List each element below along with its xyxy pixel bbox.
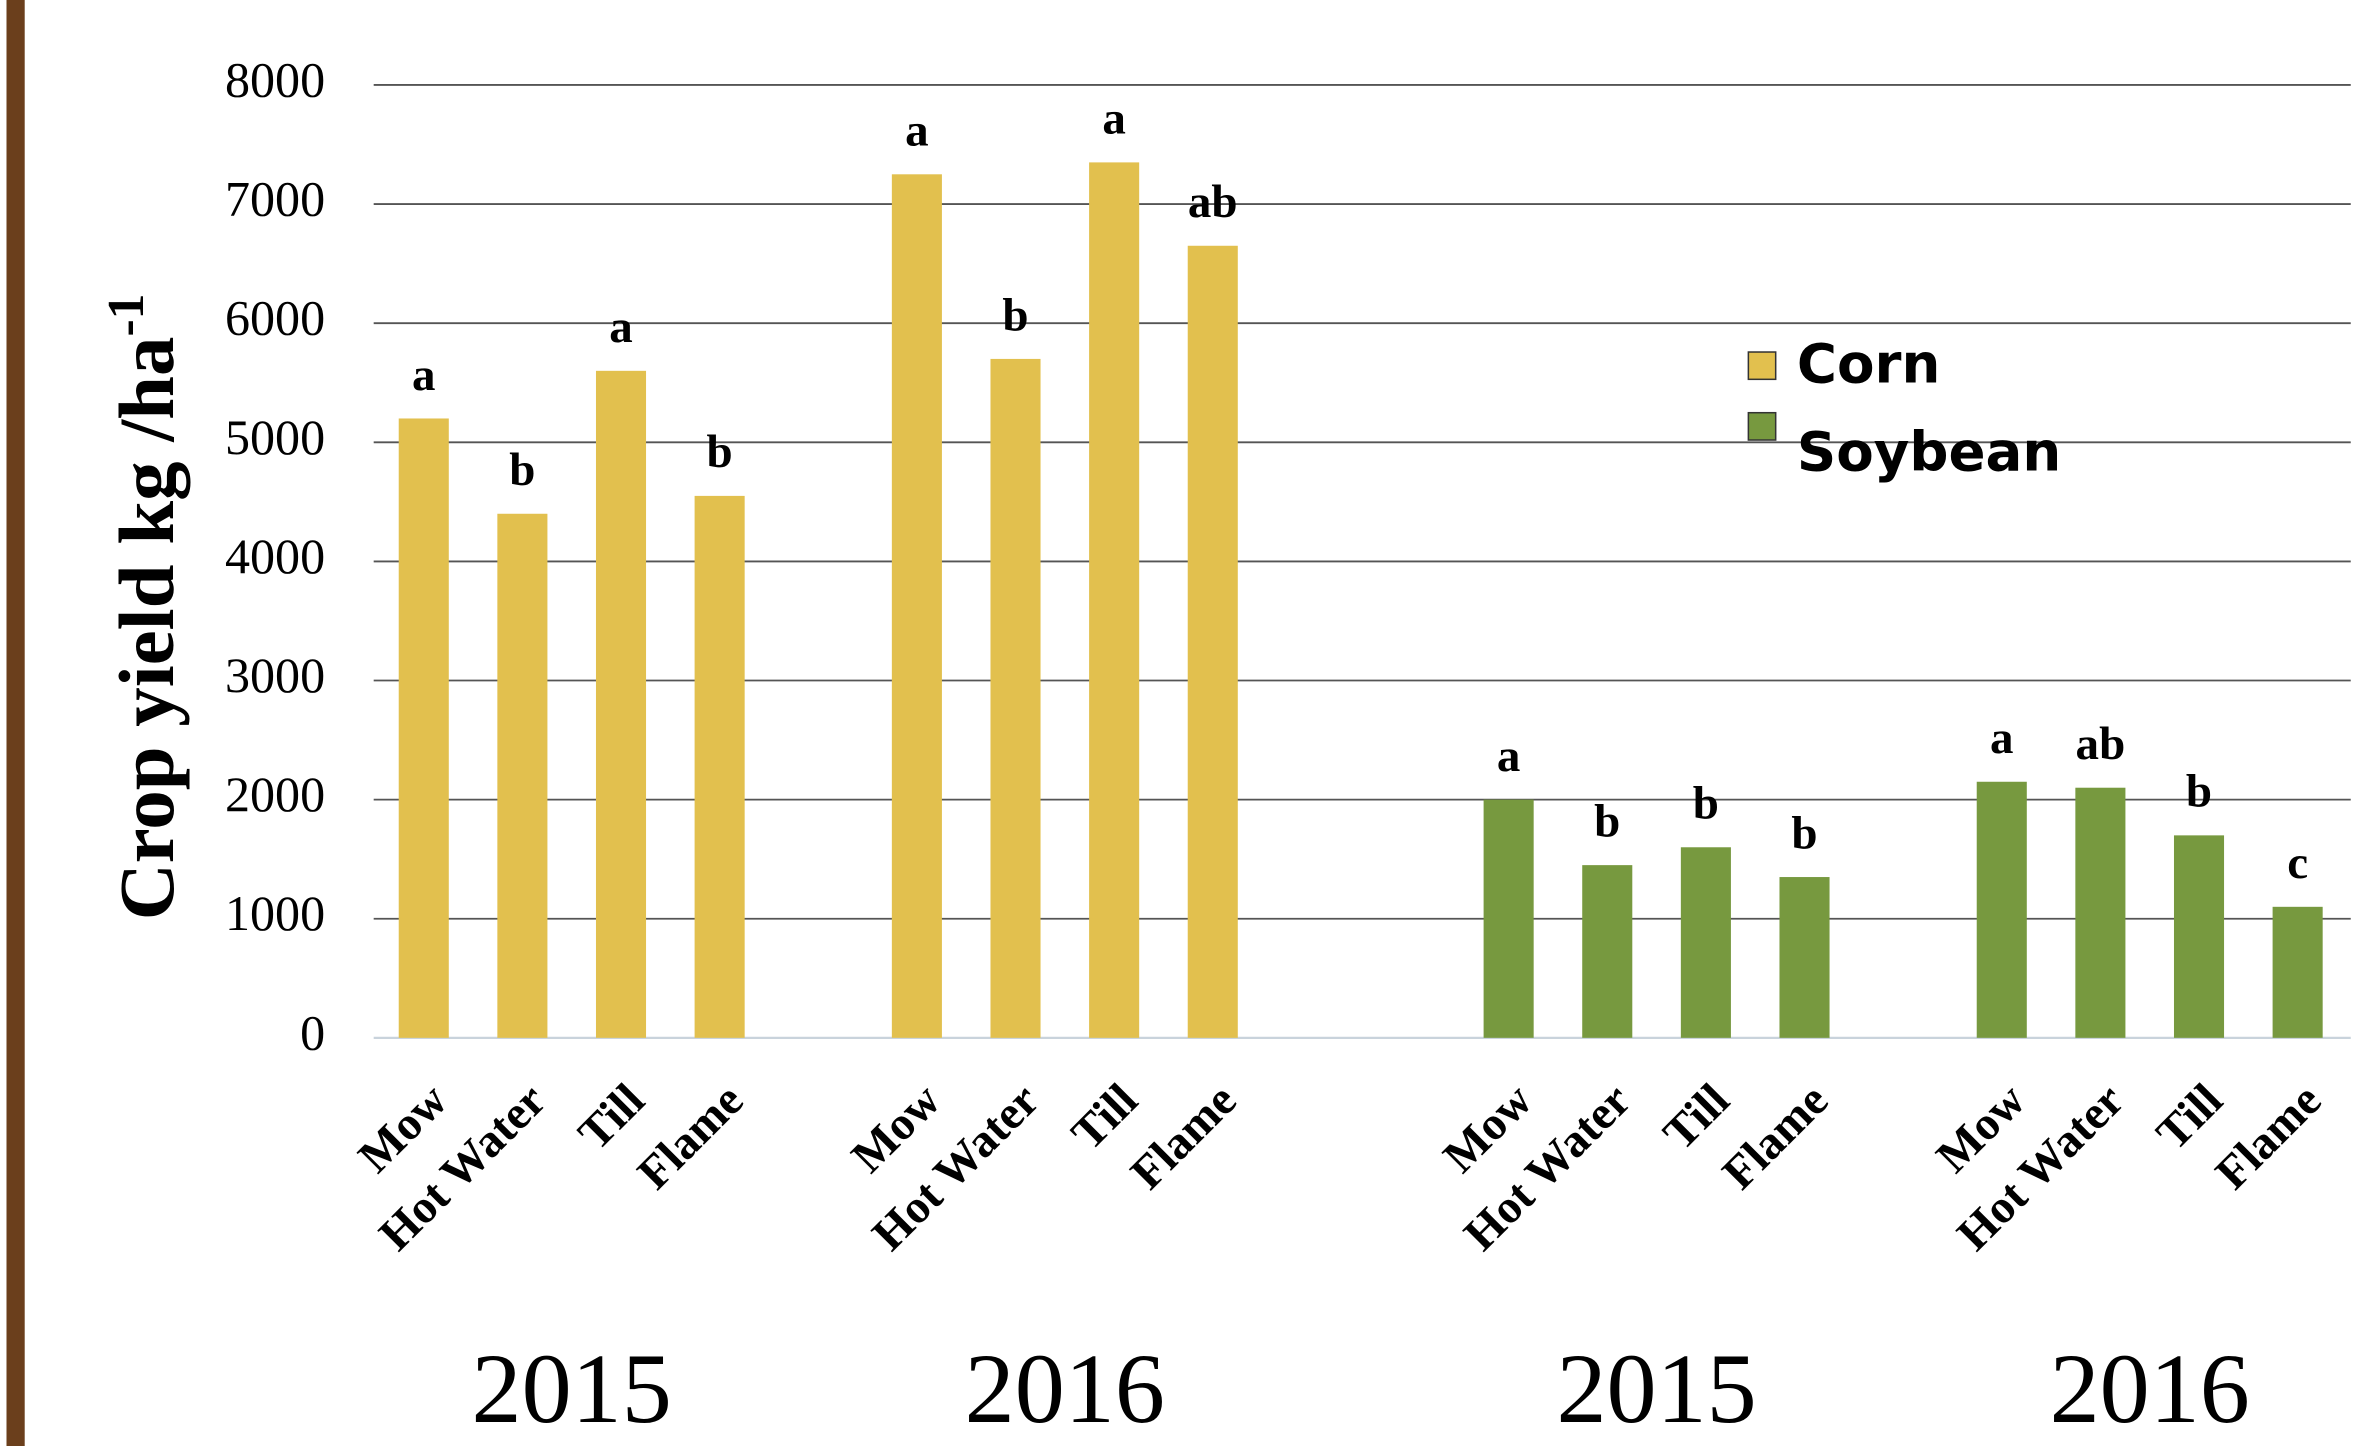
significance-letter: a — [1990, 712, 2014, 764]
group-label: 2015 — [472, 1333, 672, 1444]
y-axis-title: Crop yield kg /ha-1 — [98, 294, 192, 921]
significance-letter: c — [2287, 837, 2308, 889]
significance-letter: a — [1102, 93, 1126, 145]
significance-letter: b — [1002, 289, 1028, 341]
legend-swatch — [1748, 413, 1775, 440]
legend-swatch — [1748, 352, 1775, 379]
significance-letter: a — [1497, 730, 1521, 782]
left-edge-strip — [6, 0, 24, 1446]
significance-letter: a — [412, 349, 436, 401]
y-tick-label: 3000 — [225, 647, 325, 703]
y-tick-label: 2000 — [225, 766, 325, 822]
group-label: 2016 — [2050, 1333, 2250, 1444]
bar — [1779, 877, 1829, 1038]
significance-letter: a — [609, 301, 633, 353]
y-tick-label: 0 — [300, 1004, 325, 1060]
bar — [1681, 847, 1731, 1038]
bar — [695, 496, 745, 1038]
group-label: 2015 — [1556, 1333, 1756, 1444]
y-tick-label: 5000 — [225, 409, 325, 465]
bar — [892, 174, 942, 1038]
bar — [1188, 246, 1238, 1038]
y-tick-label: 7000 — [225, 171, 325, 227]
significance-letter: b — [1594, 795, 1620, 847]
y-tick-label: 8000 — [225, 51, 325, 107]
significance-letter: b — [707, 426, 733, 478]
bar — [1089, 162, 1139, 1037]
significance-letter: b — [2186, 766, 2212, 818]
y-axis-title-text: Crop yield kg /ha — [104, 337, 191, 921]
significance-letter: ab — [2076, 718, 2126, 770]
bar — [1484, 800, 1534, 1038]
y-tick-label: 4000 — [225, 528, 325, 584]
bar — [2174, 835, 2224, 1037]
significance-letter: b — [509, 444, 535, 496]
significance-letter: a — [905, 105, 929, 157]
legend-label: Corn — [1797, 331, 1940, 395]
chart: Crop yield kg /ha-1 0 1000 2000 3000 4000 500… — [0, 0, 2380, 1446]
significance-letter: b — [1693, 778, 1719, 830]
y-axis-title-superscript: -1 — [98, 294, 155, 337]
bar — [497, 514, 547, 1038]
bar — [1977, 782, 2027, 1038]
y-tick-label: 6000 — [225, 290, 325, 346]
bar — [399, 418, 449, 1037]
page: {"chart_data": { "type": "bar", "ylabel"… — [0, 0, 2380, 1446]
bar — [2273, 907, 2323, 1038]
significance-letter: b — [1791, 807, 1817, 859]
bar — [2075, 788, 2125, 1038]
bar — [990, 359, 1040, 1038]
y-tick-label: 1000 — [225, 885, 325, 941]
group-label: 2016 — [965, 1333, 1165, 1444]
legend-label: Soybean — [1797, 419, 2061, 483]
bar — [596, 371, 646, 1038]
bar — [1582, 865, 1632, 1038]
significance-letter: ab — [1188, 176, 1238, 228]
